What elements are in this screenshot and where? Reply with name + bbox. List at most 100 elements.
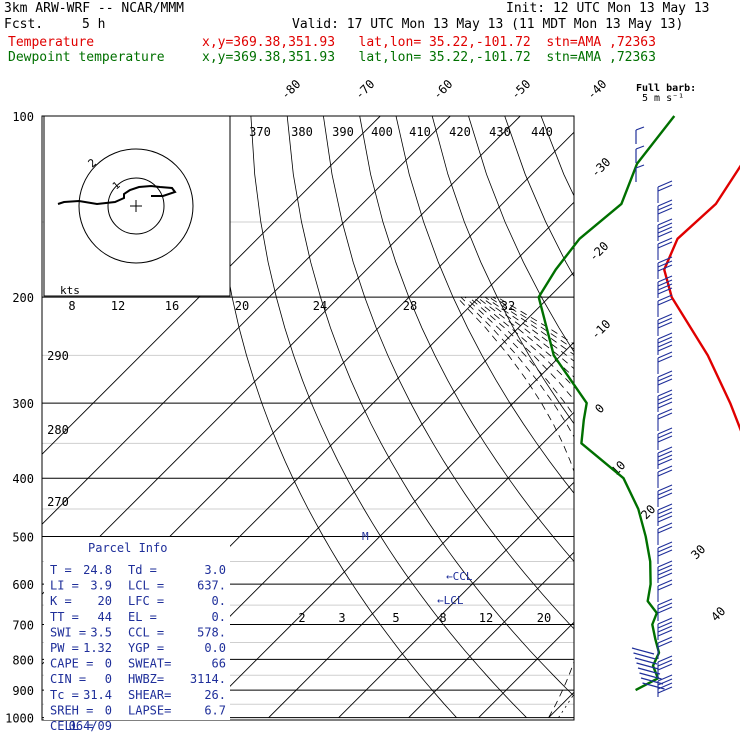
wind-barb — [657, 629, 673, 637]
parcel-info-value: 1.32 — [83, 641, 112, 655]
parcel-info-title: Parcel Info — [88, 541, 167, 555]
theta-label: 370 — [249, 125, 271, 139]
wind-barb — [657, 598, 673, 606]
hodograph-scale-label: 8 — [68, 299, 75, 313]
wind-barb — [657, 230, 673, 238]
pressure-tick-label: 1000 — [5, 712, 34, 726]
mixing-ratio-label: 2 — [298, 611, 305, 625]
wind-barb — [657, 621, 673, 629]
parcel-info-key: CIN = — [50, 672, 86, 686]
pressure-tick-label: 200 — [12, 291, 34, 305]
pressure-tick-label: 100 — [12, 110, 34, 124]
parcel-info-value: 31.4 — [83, 688, 112, 702]
mixing-ratio-line — [692, 584, 740, 718]
init-time: Init: 12 UTC Mon 13 May 13 — [506, 1, 710, 16]
wind-barb — [657, 541, 673, 549]
moist-adiabat-line — [488, 296, 574, 356]
wind-barb — [657, 602, 673, 610]
wind-barb — [657, 184, 673, 192]
isotherm-label: -30 — [588, 155, 613, 180]
pressure-tick-label: 800 — [12, 653, 34, 667]
parcel-info-key: Td = — [128, 563, 157, 577]
wind-barb — [657, 659, 673, 667]
parcel-info-value: 26. — [204, 688, 226, 702]
wind-barb — [642, 682, 665, 690]
mixing-ratio-line — [735, 584, 740, 718]
isotherm-label: 40 — [708, 604, 728, 624]
moist-adiabat-line — [476, 296, 574, 378]
wind-barb — [657, 511, 673, 519]
wind-barb — [637, 667, 661, 675]
legend-dewpoint-info: x,y=369.38,351.93 lat,lon= 35.22,-101.72… — [202, 50, 656, 65]
parcel-info-key: SWEAT= — [128, 657, 171, 671]
wind-barb — [657, 397, 673, 405]
wind-barb — [657, 256, 673, 264]
barb-legend-value: 5 m s⁻¹ — [642, 93, 685, 104]
wind-barb — [657, 663, 673, 671]
isotherm-line — [198, 341, 574, 718]
parcel-info-key: EL = — [128, 610, 157, 624]
wind-barb — [657, 241, 673, 249]
dry-adiabat-line — [722, 116, 740, 718]
parcel-info-key: LFC = — [128, 594, 164, 608]
forecast-hours: 5 h — [82, 17, 106, 32]
wind-barb — [657, 283, 673, 291]
theta-side-label: 290 — [47, 349, 69, 363]
wind-barb — [657, 294, 673, 302]
pressure-tick-label: 900 — [12, 684, 34, 698]
parcel-info-bg — [44, 537, 230, 720]
hodograph-trace — [57, 184, 177, 206]
wind-barb — [657, 389, 673, 397]
pressure-tick-label: 500 — [12, 531, 34, 545]
parcel-info-value: 637. — [197, 579, 226, 593]
wind-barb — [657, 287, 673, 295]
pressure-tick-label: 700 — [12, 618, 34, 632]
wind-barb — [657, 317, 673, 325]
wind-barb — [633, 652, 656, 660]
wind-barb — [657, 560, 673, 568]
theta-label: 430 — [489, 125, 511, 139]
isotherm-line — [408, 551, 574, 718]
wind-barb — [657, 674, 673, 682]
wind-barb — [657, 625, 673, 633]
dry-adiabat-line — [504, 116, 574, 278]
parcel-info-value: 6.7 — [204, 703, 226, 717]
dewpoint-trace — [537, 115, 676, 692]
parcel-info-key: PW = — [50, 641, 79, 655]
ccl-marker: ←CCL — [446, 570, 473, 583]
model-title: 3km ARW-WRF -- NCAR/MMM — [4, 1, 185, 16]
dry-adiabat-line — [614, 116, 740, 718]
wind-barb — [657, 572, 673, 580]
parcel-info-value: 0.0 — [204, 641, 226, 655]
dry-adiabat-line — [431, 116, 574, 425]
wind-barb — [657, 351, 673, 359]
moist-adiabat-line — [484, 296, 574, 362]
isotherm-label: -50 — [508, 77, 533, 102]
dry-adiabat-line — [214, 116, 457, 718]
wind-barb — [636, 662, 659, 670]
parcel-info-key: T = — [50, 563, 72, 577]
m-marker: M — [362, 530, 369, 543]
wind-barb — [631, 647, 655, 655]
mixing-ratio-label: 20 — [537, 611, 551, 625]
parcel-info-value: 20 — [98, 594, 112, 608]
parcel-info-key: YGP = — [128, 641, 164, 655]
wind-barb — [657, 458, 673, 466]
isotherm-label: -70 — [352, 77, 377, 102]
moist-adiabat-line — [456, 296, 574, 718]
isotherm-line — [42, 116, 521, 595]
dry-adiabat-line — [359, 116, 574, 563]
parcel-info-value: 578. — [197, 625, 226, 639]
wind-barb — [657, 344, 673, 352]
wind-barb — [657, 180, 673, 188]
parcel-info-value: 44 — [98, 610, 112, 624]
wind-barb — [657, 450, 673, 458]
isotherm-label: 0 — [592, 401, 607, 416]
wind-barb — [635, 164, 645, 169]
wind-barb — [657, 583, 673, 591]
wind-barb — [657, 579, 673, 587]
hodograph-unit-label: kts — [60, 284, 80, 297]
wind-barb — [657, 549, 673, 557]
parcel-info-value: 0 — [105, 672, 112, 686]
